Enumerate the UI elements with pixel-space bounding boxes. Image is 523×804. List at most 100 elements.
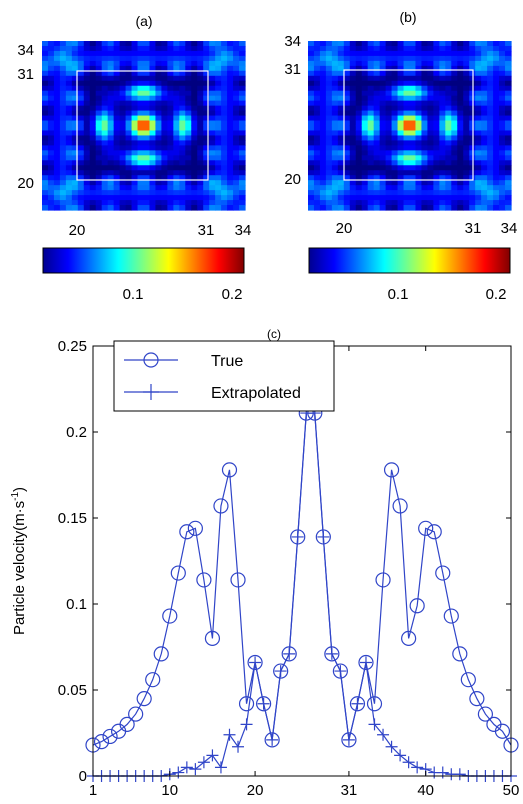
heatmap-cell [433,200,440,206]
heatmap-cell [101,185,109,191]
heatmap-cell [481,60,488,67]
heatmap-cell [308,50,315,57]
heatmap-cell [113,115,121,122]
heatmap-cell [173,180,180,186]
heatmap-cell [143,155,151,161]
heatmap-cell [42,140,49,146]
heatmap-cell [391,65,399,72]
heatmap-cell [239,95,246,102]
heatmap-cell [233,150,240,156]
heatmap-cell [137,135,145,142]
heatmap-cell [227,125,234,132]
heatmap-cell [493,140,500,146]
heatmap-cell [227,85,234,92]
heatmap-cell [59,180,67,186]
heatmap-cell [427,70,434,77]
heatmap-cell [143,85,151,92]
heatmap-cell [308,165,315,171]
heatmap-cell [239,120,246,127]
heatmap-cell [481,180,488,186]
heatmap-cell [421,75,429,82]
heatmap-cell [42,200,49,206]
heatmap-cell [47,50,55,57]
heatmap-cell [469,50,476,57]
heatmap-cell [161,60,168,67]
heatmap-cell [125,41,133,47]
heatmap-cell [421,200,429,206]
heatmap-cell [155,145,163,151]
heatmap-cell [469,205,476,211]
heatmap-cell [403,60,411,67]
heatmap-cell [457,180,464,186]
heatmap-cell [451,120,458,127]
heatmap-cell [475,205,482,211]
heatmap-cell [203,175,210,181]
heatmap-cell [107,41,115,47]
heatmap-cell [409,185,417,191]
heatmap-cell [493,110,500,117]
heatmap-cell [239,41,246,47]
heatmap-cell [179,195,186,201]
heatmap-cell [319,205,327,211]
heatmap-cell [89,75,97,82]
heatmap-cell [331,50,339,57]
heatmap-cell [421,70,429,77]
heatmap-cell [391,60,399,67]
heatmap-cell [209,85,216,92]
heatmap-cell [179,100,186,107]
heatmap-cell [119,65,127,72]
heatmap-cell [71,195,79,201]
heatmap-cell [47,100,55,107]
heatmap-cell [499,110,506,117]
heatmap-cell [331,105,339,112]
heatmap-cell [505,90,512,97]
heatmap-cell [451,110,458,117]
heatmap-cell [65,95,73,102]
heatmap-cell [439,80,446,87]
heatmap-cell [137,125,145,132]
heatmap-cell [233,60,240,67]
heatmap-cell [203,55,210,62]
heatmap-cell [421,41,429,47]
heatmap-cell [107,130,115,137]
heatmap-cell [161,145,168,151]
heatmap-cell [47,65,55,72]
data-point-true [366,696,383,712]
heatmap-cell [349,160,357,166]
heatmap-cell [71,125,79,132]
heatmap-cell [409,190,417,196]
heatmap-cell [83,95,91,102]
heatmap-cell [308,195,315,201]
heatmap-cell [155,135,163,142]
heatmap-cell [493,80,500,87]
heatmap-cell [415,95,423,102]
heatmap-cell [487,85,494,92]
heatmap-cell [463,180,470,186]
heatmap-cell [409,195,417,201]
heatmap-cell [349,200,357,206]
heatmap-cell [83,100,91,107]
heatmap-cell [185,80,192,87]
heatmap-cell [325,145,333,151]
heatmap-cell [155,160,163,166]
heatmap-cell [343,80,351,87]
heatmap-cell [409,41,417,47]
heatmap-cell [505,85,512,92]
heatmap-cell [83,135,91,142]
heatmap-cell [373,100,381,107]
heatmap-cell [191,105,198,112]
heatmap-cell [209,80,216,87]
heatmap-cell [95,115,103,122]
data-point-true [247,654,263,671]
heatmap-cell [319,130,327,137]
heatmap-cell [499,175,506,181]
heatmap-cell [179,140,186,146]
heatmap-cell [233,120,240,127]
heatmap-cell [361,60,369,67]
heatmap-cell [143,100,151,107]
heatmap-cell [355,65,363,72]
heatmap-cell [191,120,198,127]
heatmap-cell [233,165,240,171]
heatmap-cell [499,70,506,77]
heatmap-cell [439,160,446,166]
